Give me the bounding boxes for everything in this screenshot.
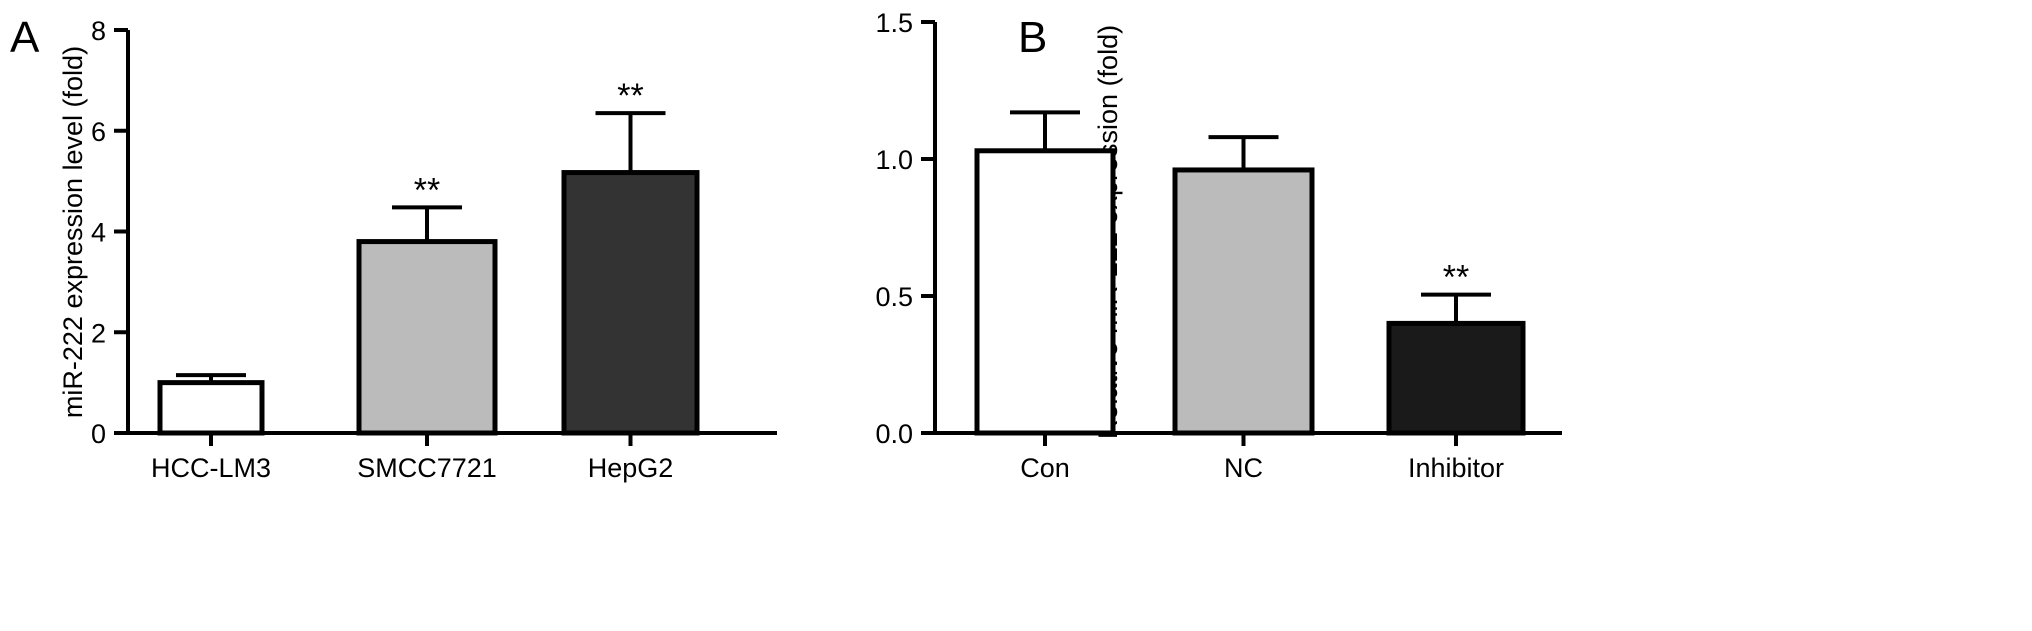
panel-a-x-tick-label: HCC-LM3 <box>151 453 271 483</box>
panel-b-y-tick-label: 0.0 <box>875 419 913 449</box>
panel-b-y-tick-label: 1.0 <box>875 145 913 175</box>
panel-a-y-tick-label: 8 <box>91 16 106 46</box>
panel-a-bar <box>561 170 700 436</box>
panel-b-bar <box>1386 320 1526 436</box>
panel-b-bar <box>1172 167 1315 436</box>
panel-b-letter: B <box>1018 13 1047 62</box>
panel-a: A miR-222 expression level (fold) 0 2 4 6 8 H… <box>10 13 777 483</box>
panel-b-significance-label: ** <box>1443 259 1469 297</box>
panel-a-y-tick-label: 2 <box>91 318 106 348</box>
panel-a-y-tick-label: 0 <box>91 419 106 449</box>
panel-a-y-axis-title: miR-222 expression level (fold) <box>58 46 88 418</box>
panel-b-x-tick-label: NC <box>1224 453 1263 483</box>
panel-a-bar <box>157 380 265 436</box>
panel-b-y-tick-label: 1.5 <box>875 8 913 38</box>
panel-b: B Relative miR-222 expression (fold) 0.0… <box>875 8 1562 483</box>
panel-b-x-tick-label: Con <box>1020 453 1070 483</box>
panel-b-x-tick-label: Inhibitor <box>1408 453 1504 483</box>
panel-a-y-tick-label: 4 <box>91 218 106 248</box>
panel-a-significance-label: ** <box>414 171 440 209</box>
panel-a-significance-label: ** <box>617 77 643 115</box>
panel-b-y-tick-label: 0.5 <box>875 282 913 312</box>
panel-a-letter: A <box>10 13 40 62</box>
panel-a-bar <box>356 239 498 436</box>
panel-a-x-tick-label: SMCC7721 <box>357 453 497 483</box>
panel-a-y-tick-label: 6 <box>91 117 106 147</box>
panel-a-x-tick-label: HepG2 <box>588 453 674 483</box>
panel-b-bar <box>974 148 1116 436</box>
